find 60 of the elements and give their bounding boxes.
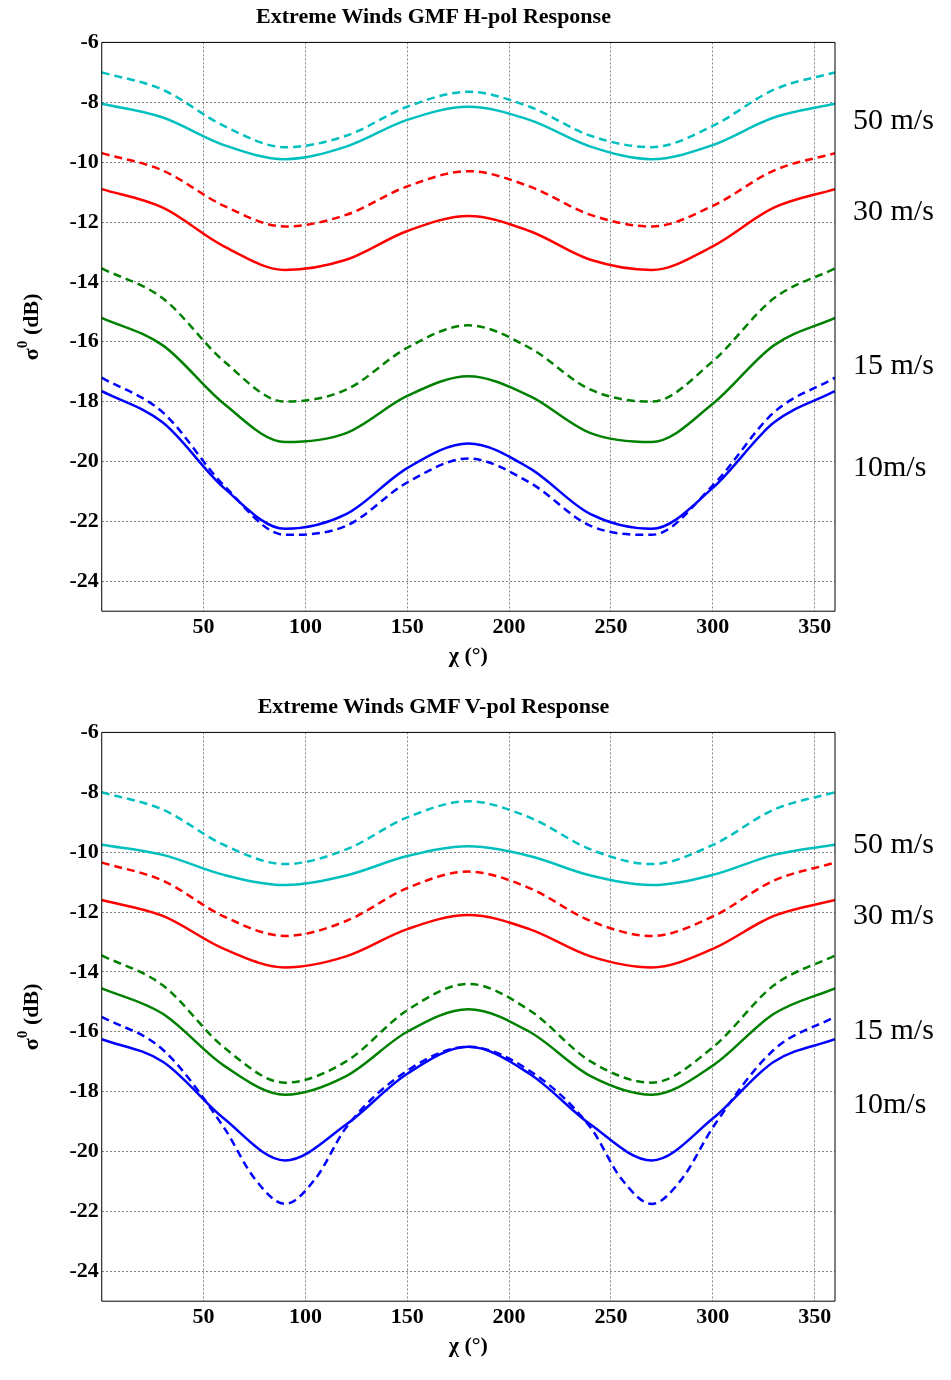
y-tick-label: -24	[69, 1256, 99, 1282]
text: 15 m/s	[853, 1012, 934, 1046]
y-tick-label: -14	[69, 267, 99, 293]
y-tick-label: -24	[69, 566, 99, 592]
text: 15 m/s	[853, 346, 934, 380]
line-series	[101, 102, 835, 161]
x-tick-label: 100	[288, 613, 322, 639]
y-tick-label: -16	[69, 1017, 99, 1043]
text: 10m/s	[853, 1086, 927, 1120]
line-series	[101, 898, 835, 969]
y-tick-label: -20	[69, 1137, 99, 1163]
y-tick-label: -10	[69, 147, 99, 173]
line-series	[101, 267, 835, 403]
x-tick-label: 250	[594, 613, 628, 639]
y-tick-label: -10	[69, 837, 99, 863]
text: 30 m/s	[853, 897, 934, 931]
text: 50 m/s	[853, 826, 934, 860]
y-tick-label: -8	[80, 777, 99, 803]
text: 30 m/s	[853, 192, 934, 226]
x-tick-label: 150	[390, 1303, 424, 1329]
line-series	[101, 316, 835, 444]
line-series	[101, 954, 835, 1084]
y-tick-label: -6	[80, 28, 99, 54]
x-axis-title: χ (°)	[447, 642, 488, 668]
y-tick-label: -22	[69, 507, 99, 533]
x-tick-label: 100	[288, 1303, 322, 1329]
text: 50 m/s	[853, 101, 934, 135]
y-tick-label: -8	[80, 87, 99, 113]
y-axis-title: σ0 (dB)	[13, 983, 43, 1051]
line-series	[101, 151, 835, 228]
line-series	[101, 843, 835, 887]
y-tick-label: -6	[80, 718, 99, 744]
x-tick-label: 50	[192, 1303, 215, 1329]
x-tick-label: 250	[594, 1303, 628, 1329]
text: 10m/s	[853, 448, 927, 482]
chart-title: Extreme Winds GMF V-pol Response	[257, 692, 610, 718]
x-tick-label: 50	[192, 613, 215, 639]
y-tick-label: -16	[69, 327, 99, 353]
x-tick-label: 200	[492, 1303, 526, 1329]
x-tick-label: 150	[390, 613, 424, 639]
x-tick-label: 200	[492, 613, 526, 639]
x-tick-label: 350	[798, 613, 832, 639]
x-tick-label: 350	[798, 1303, 832, 1329]
chart-title: Extreme Winds GMF H-pol Response	[256, 2, 612, 28]
y-tick-label: -20	[69, 447, 99, 473]
line-series	[101, 861, 835, 938]
y-tick-label: -12	[69, 207, 99, 233]
line-series	[101, 987, 835, 1096]
y-tick-label: -12	[69, 897, 99, 923]
line-series	[101, 187, 835, 272]
y-tick-label: -18	[69, 387, 99, 413]
line-series	[101, 791, 835, 866]
x-axis-title: χ (°)	[447, 1332, 488, 1358]
x-tick-label: 300	[696, 1303, 730, 1329]
x-tick-label: 300	[696, 613, 730, 639]
y-tick-label: -22	[69, 1197, 99, 1223]
y-axis-title: σ0 (dB)	[13, 293, 43, 361]
line-series	[101, 71, 835, 149]
y-tick-label: -18	[69, 1077, 99, 1103]
y-tick-label: -14	[69, 957, 99, 983]
